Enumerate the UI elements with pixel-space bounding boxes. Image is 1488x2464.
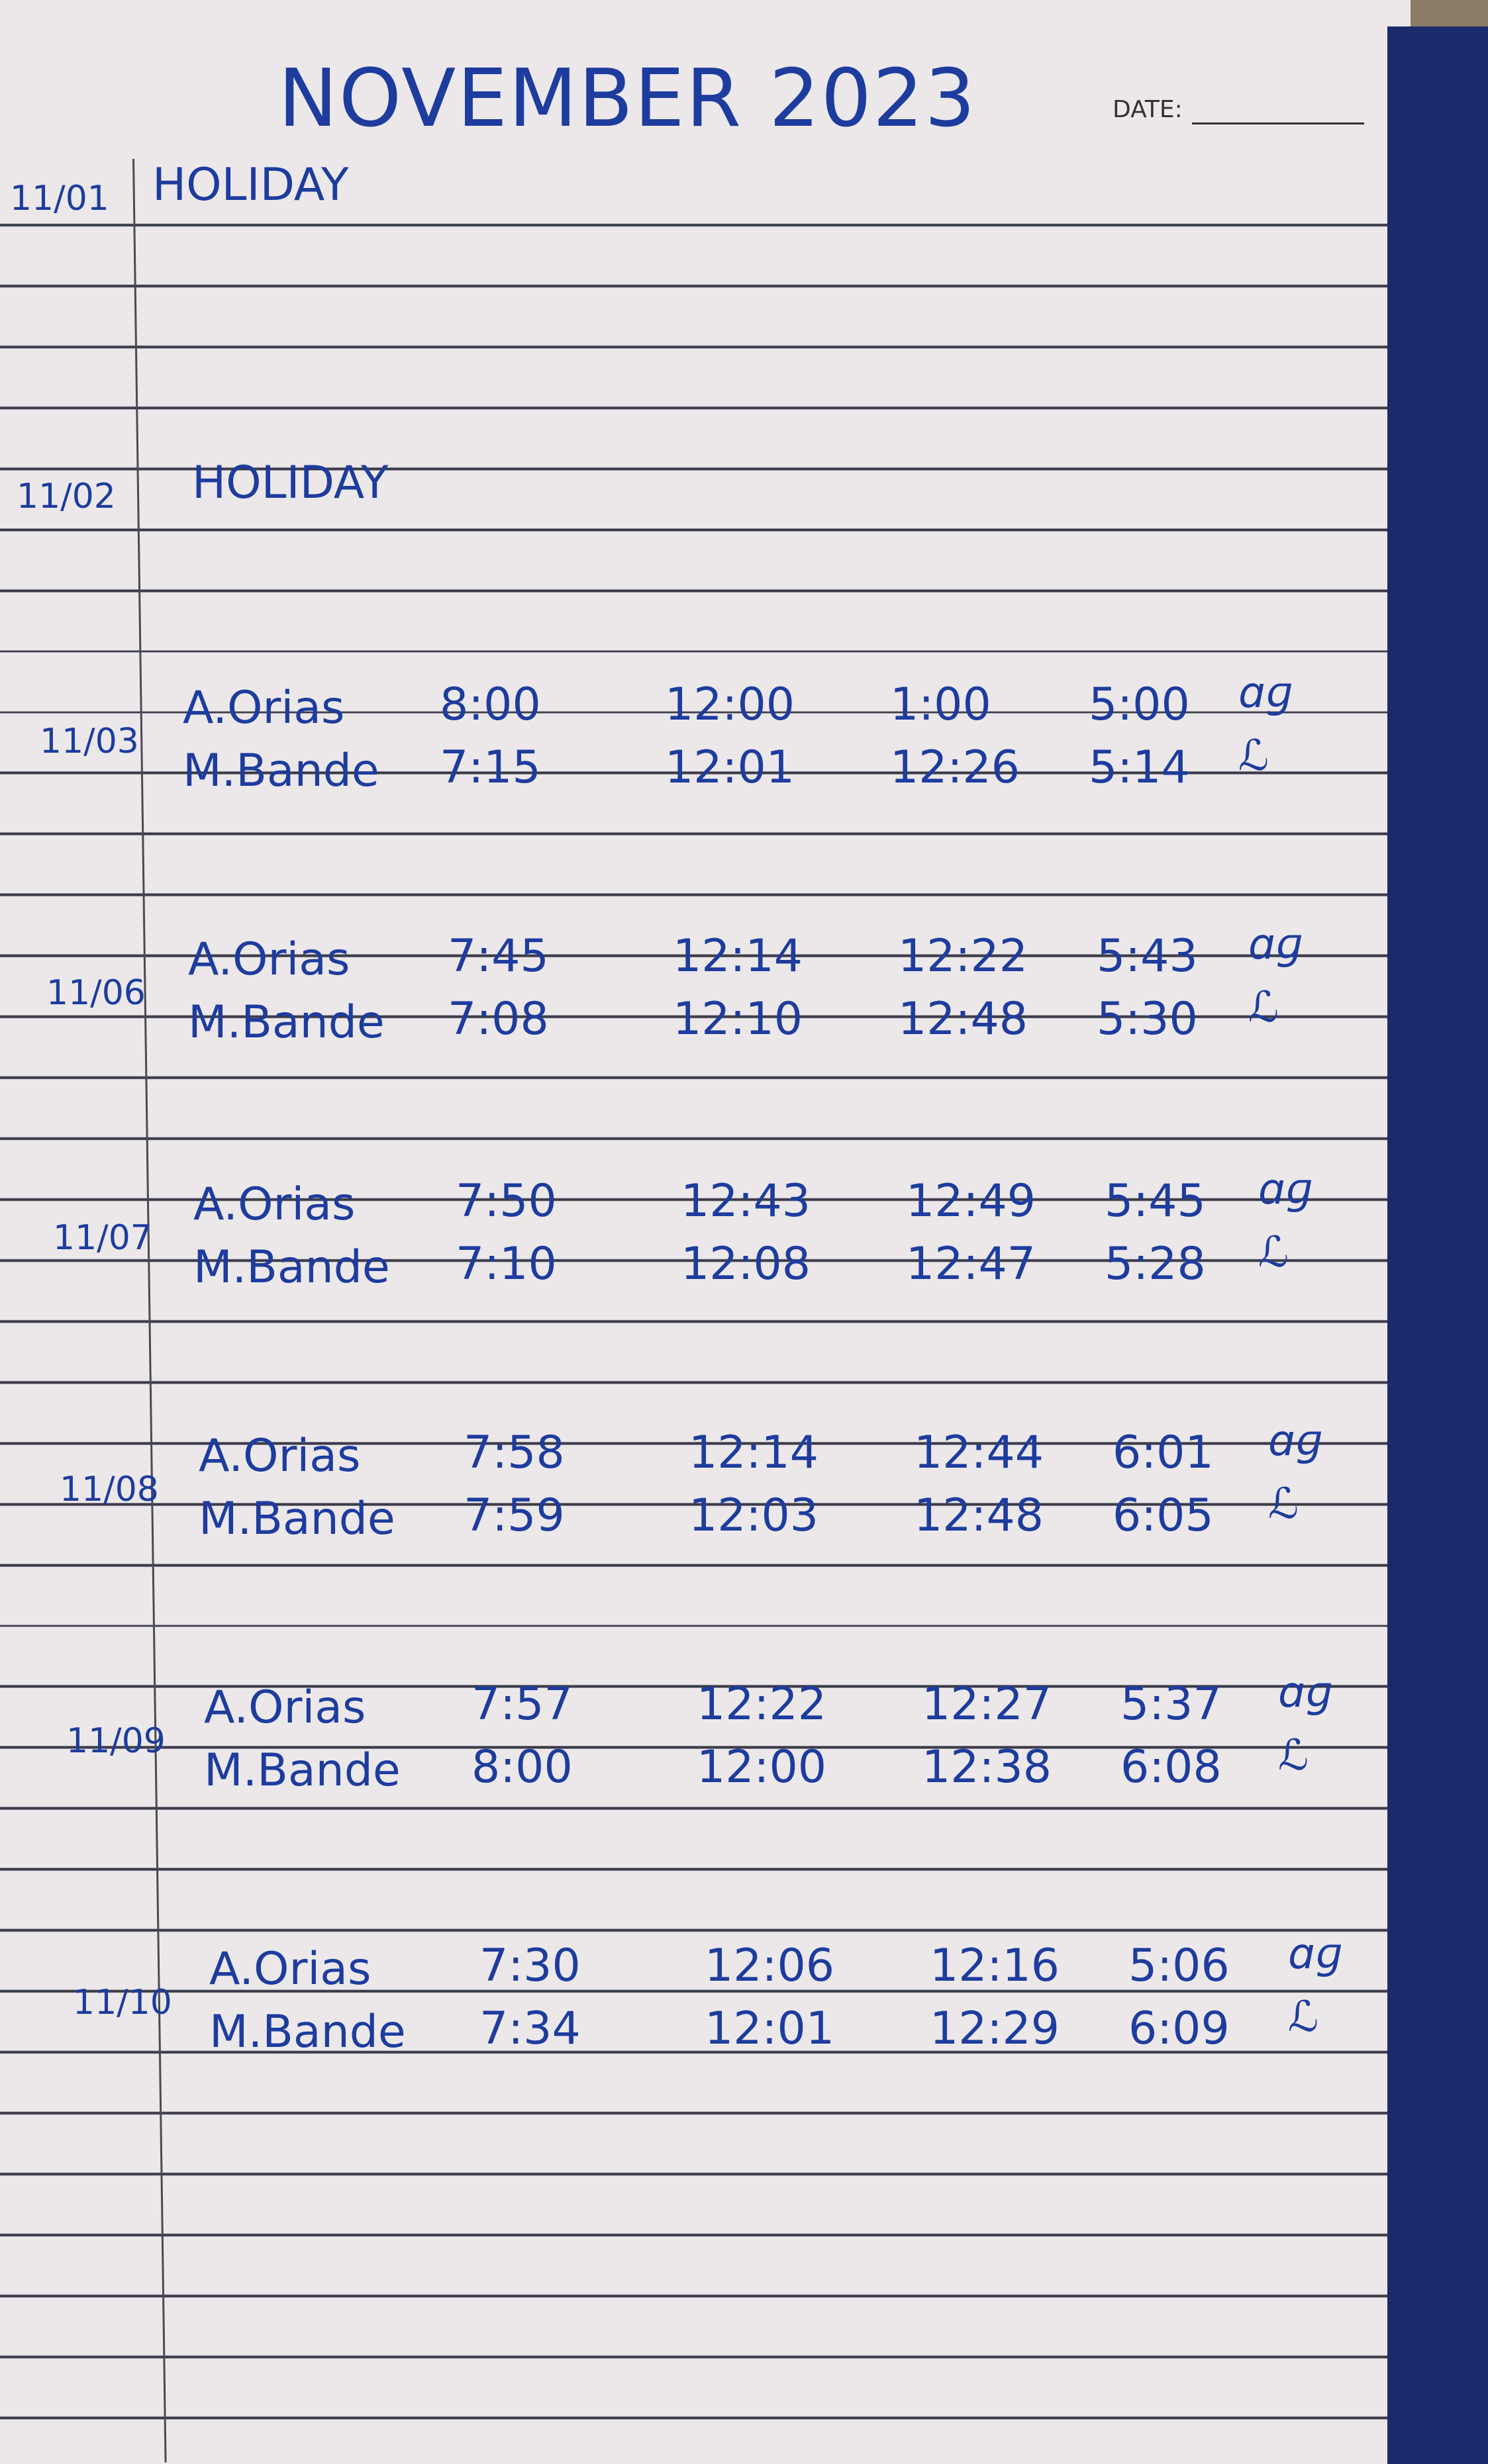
time-entry: 12:14 [689, 1427, 818, 1479]
entry-date: 11/03 [40, 722, 139, 761]
time-entry: 7:10 [456, 1238, 557, 1290]
time-entry: 12:06 [705, 1940, 834, 1992]
page-header-area [0, 0, 1411, 166]
notebook-cover [1387, 26, 1488, 2464]
signature: ℒ [1238, 732, 1269, 781]
signature: ɑɡ [1258, 1165, 1313, 1214]
date-line [1192, 122, 1364, 124]
signature: ℒ [1258, 1228, 1289, 1277]
entry-date: 11/02 [17, 477, 116, 516]
time-entry: 12:48 [898, 993, 1028, 1045]
time-entry: 12:22 [898, 930, 1028, 982]
signature: ɑɡ [1238, 669, 1293, 718]
signature: ℒ [1268, 1480, 1299, 1529]
time-entry: 6:05 [1113, 1490, 1214, 1542]
entry-date: 11/10 [73, 1983, 172, 2022]
employee-name: M.Bande [188, 996, 385, 1049]
entry-date: 11/08 [60, 1470, 159, 1509]
time-entry: 12:47 [906, 1238, 1036, 1290]
time-entry: 5:45 [1105, 1175, 1206, 1227]
time-entry: 5:14 [1089, 741, 1190, 794]
time-entry: 7:15 [440, 741, 541, 794]
page-title: NOVEMBER 2023 [278, 53, 977, 145]
time-entry: 12:38 [922, 1741, 1052, 1793]
time-entry: 7:08 [448, 993, 549, 1045]
signature: ɑɡ [1288, 1930, 1342, 1979]
time-entry: 5:00 [1089, 679, 1190, 731]
time-entry: 7:34 [479, 2003, 581, 2055]
time-entry: 12:43 [681, 1175, 811, 1227]
signature: ℒ [1248, 983, 1279, 1032]
employee-name: A.Orias [204, 1682, 366, 1734]
time-entry: 7:30 [479, 1940, 581, 1992]
time-entry: 7:58 [464, 1427, 565, 1479]
time-entry: 12:16 [930, 1940, 1060, 1992]
time-entry: 8:00 [440, 679, 541, 731]
employee-name: M.Bande [209, 2006, 406, 2058]
time-entry: 12:01 [665, 741, 795, 794]
time-entry: 6:01 [1113, 1427, 1214, 1479]
employee-name: M.Bande [183, 745, 379, 797]
signature: ɑɡ [1268, 1417, 1322, 1466]
time-entry: 12:26 [890, 741, 1020, 794]
holiday-note: HOLIDAY [152, 159, 349, 211]
time-entry: 5:30 [1097, 993, 1198, 1045]
time-entry: 5:28 [1105, 1238, 1206, 1290]
employee-name: A.Orias [188, 933, 350, 986]
time-entry: 6:09 [1128, 2003, 1230, 2055]
time-entry: 12:48 [914, 1490, 1044, 1542]
time-entry: 12:08 [681, 1238, 811, 1290]
time-entry: 5:37 [1120, 1678, 1222, 1730]
time-entry: 12:44 [914, 1427, 1044, 1479]
time-entry: 5:06 [1128, 1940, 1230, 1992]
employee-name: A.Orias [209, 1943, 372, 1995]
time-entry: 7:50 [456, 1175, 557, 1227]
time-entry: 7:59 [464, 1490, 565, 1542]
employee-name: A.Orias [199, 1430, 361, 1482]
signature: ℒ [1278, 1731, 1309, 1780]
employee-name: M.Bande [204, 1744, 401, 1797]
signature: ɑɡ [1248, 920, 1303, 969]
time-entry: 12:49 [906, 1175, 1036, 1227]
notebook-page [0, 0, 1411, 2464]
time-entry: 5:43 [1097, 930, 1198, 982]
employee-name: M.Bande [193, 1241, 390, 1294]
time-entry: 7:45 [448, 930, 549, 982]
employee-name: A.Orias [193, 1178, 356, 1231]
time-entry: 12:00 [697, 1741, 826, 1793]
time-entry: 12:01 [705, 2003, 834, 2055]
time-entry: 12:29 [930, 2003, 1060, 2055]
time-entry: 12:27 [922, 1678, 1052, 1730]
time-entry: 1:00 [890, 679, 991, 731]
entry-date: 11/06 [46, 973, 146, 1013]
signature: ɑɡ [1278, 1668, 1332, 1717]
time-entry: 12:10 [673, 993, 803, 1045]
holiday-note: HOLIDAY [192, 457, 389, 509]
employee-name: A.Orias [183, 682, 345, 734]
time-entry: 8:00 [471, 1741, 573, 1793]
entry-date: 11/09 [66, 1721, 166, 1761]
entry-date: 11/01 [10, 179, 109, 218]
time-entry: 12:14 [673, 930, 803, 982]
time-entry: 12:03 [689, 1490, 818, 1542]
employee-name: M.Bande [199, 1493, 395, 1545]
time-entry: 12:22 [697, 1678, 826, 1730]
time-entry: 12:00 [665, 679, 795, 731]
entry-date: 11/07 [53, 1218, 152, 1258]
time-entry: 6:08 [1120, 1741, 1222, 1793]
date-label: DATE: [1113, 96, 1183, 123]
time-entry: 7:57 [471, 1678, 573, 1730]
signature: ℒ [1288, 1993, 1319, 2042]
